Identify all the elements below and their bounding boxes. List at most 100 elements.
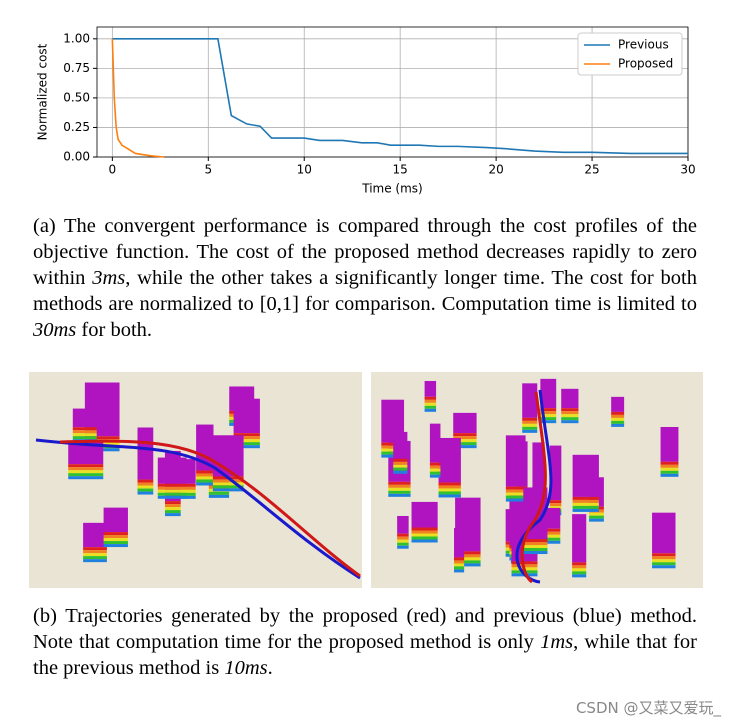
obstacle-base xyxy=(103,535,128,539)
obstacle-base xyxy=(393,467,408,471)
obstacle-base xyxy=(388,487,411,491)
obstacle-base xyxy=(455,560,481,564)
watermark: CSDN @又菜又爱玩_ xyxy=(575,699,721,717)
obstacle-base xyxy=(212,485,244,489)
obstacle-base xyxy=(438,482,461,486)
obstacle-base xyxy=(438,491,461,495)
obstacle-base xyxy=(523,545,548,549)
obstacle-base xyxy=(411,533,438,537)
obstacle-base xyxy=(381,454,405,458)
obstacle-base xyxy=(454,566,465,570)
obstacle-base xyxy=(381,442,405,446)
obstacle-base xyxy=(505,498,526,502)
obstacle-base xyxy=(424,402,437,406)
obstacle xyxy=(83,522,107,548)
obstacle-base xyxy=(561,420,579,424)
obstacle-base xyxy=(424,399,437,403)
obstacle-base xyxy=(381,445,405,449)
obstacle-base xyxy=(561,411,579,415)
obstacle-base xyxy=(179,486,196,490)
caption-text: , while the other takes a significantly … xyxy=(33,267,697,315)
obstacle-base xyxy=(208,491,230,495)
obstacle-base xyxy=(455,557,481,561)
obstacle-base xyxy=(84,436,120,440)
obstacle-base xyxy=(522,426,538,430)
obstacle-base xyxy=(572,505,599,509)
caption-b: (b) Trajectories generated by the propos… xyxy=(33,603,697,681)
obstacle-base xyxy=(438,488,461,492)
obstacle-base xyxy=(611,423,625,427)
obstacle xyxy=(505,435,526,487)
obstacle-base xyxy=(72,436,97,440)
obstacle-base xyxy=(652,562,676,566)
obstacle xyxy=(660,426,679,462)
obstacle-base xyxy=(511,561,538,565)
obstacle-base xyxy=(549,503,562,507)
obstacle-base xyxy=(572,508,599,512)
obstacle-base xyxy=(505,492,526,496)
obstacle-base xyxy=(233,436,260,440)
obstacle-base xyxy=(572,565,587,569)
obstacle-base xyxy=(68,470,104,474)
obstacle-base xyxy=(157,486,187,490)
obstacle-base xyxy=(453,433,477,437)
obstacle-base xyxy=(157,483,187,487)
obstacle-base xyxy=(540,411,557,415)
obstacle-base xyxy=(388,490,411,494)
caption-text: , while that for the previous method is xyxy=(33,631,697,679)
obstacle-base xyxy=(196,470,214,474)
obstacle-base xyxy=(454,560,465,564)
obstacle-base xyxy=(397,545,409,549)
obstacle-base xyxy=(72,430,97,434)
obstacle-base xyxy=(453,436,477,440)
obstacle-base xyxy=(505,489,526,493)
obstacle-base xyxy=(572,562,587,566)
obstacle-base xyxy=(68,464,104,468)
y-tick-label: 0.25 xyxy=(63,120,90,134)
y-tick-label: 1.00 xyxy=(63,31,90,45)
obstacle-base xyxy=(535,528,561,532)
obstacle-base xyxy=(137,488,154,492)
obstacle-base xyxy=(424,405,437,409)
obstacle-base xyxy=(411,527,438,531)
obstacle-base xyxy=(505,486,526,490)
obstacle-base xyxy=(411,536,438,540)
obstacle-base xyxy=(68,473,104,477)
obstacle-base xyxy=(572,502,599,506)
obstacle-base xyxy=(83,556,107,560)
x-tick-label: 0 xyxy=(109,163,117,177)
x-tick-label: 30 xyxy=(680,163,695,177)
obstacle xyxy=(532,442,545,494)
obstacle-base xyxy=(424,408,437,412)
obstacle-base xyxy=(157,492,187,496)
y-tick-label: 0.50 xyxy=(63,90,90,104)
obstacle-base xyxy=(455,554,481,558)
y-axis-label: Normalized cost xyxy=(36,43,50,140)
obstacle-base xyxy=(179,495,196,499)
trajectory-images xyxy=(29,372,703,588)
obstacle-base xyxy=(505,495,526,499)
obstacle-base xyxy=(611,417,625,421)
obstacle-base xyxy=(388,481,411,485)
obstacle-base xyxy=(212,479,244,483)
obstacle-base xyxy=(540,408,557,412)
x-tick-label: 20 xyxy=(488,163,503,177)
obstacle-base xyxy=(179,489,196,493)
obstacle-base xyxy=(652,565,676,569)
obstacle-base xyxy=(164,510,181,514)
obstacle-base xyxy=(393,458,408,462)
obstacle-base xyxy=(388,484,411,488)
obstacle-base xyxy=(535,540,561,544)
obstacle-base xyxy=(397,533,409,537)
obstacle-base xyxy=(208,494,230,498)
obstacle-base xyxy=(572,571,587,575)
caption-text: . xyxy=(267,657,273,679)
obstacle-base xyxy=(660,464,679,468)
x-tick-label: 25 xyxy=(584,163,599,177)
obstacle-base xyxy=(83,559,107,563)
obstacle-base xyxy=(137,485,154,489)
obstacle-base xyxy=(83,547,107,551)
obstacle-base xyxy=(233,433,260,437)
obstacle xyxy=(429,423,441,463)
